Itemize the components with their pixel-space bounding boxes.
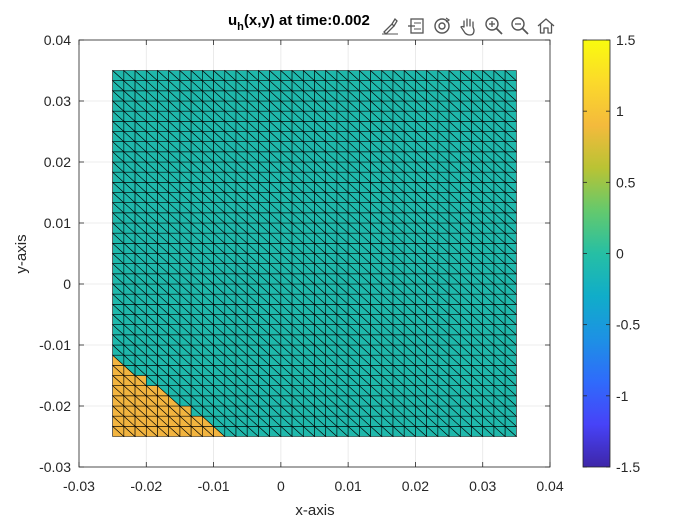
x-tick-label: 0.01 [335,478,362,494]
x-tick-label: 0 [277,478,285,494]
axes-toolbar [378,13,558,39]
colorbar-tick-label: 0 [616,246,624,262]
title-subscript: h [237,21,244,33]
zoom-out-icon [511,17,529,35]
mesh-triangle [504,70,517,82]
home-icon [537,18,555,34]
plot-axes-box [78,39,551,468]
colorbar-tick-label: -0.5 [616,317,640,333]
y-axis-label: y-axis [13,234,30,273]
colorbar-tick-label: -1.5 [616,459,640,475]
y-tick-label: 0.03 [44,93,71,109]
mesh-plot[interactable] [111,69,518,438]
plot-title: uh(x,y) at time:0.002 [228,12,370,33]
y-tick-label: 0.01 [44,215,71,231]
y-tick-label: -0.03 [39,459,71,475]
x-tick-label: -0.02 [130,478,162,494]
y-tick-label: 0.02 [44,154,71,170]
title-main: u [228,12,237,29]
x-tick-label: 0.02 [402,478,429,494]
rotate-3d-icon [434,17,451,34]
pan-hand-icon [460,18,475,36]
data-tips-icon [408,18,424,34]
x-tick-label: -0.01 [198,478,230,494]
x-tick-label: -0.03 [63,478,95,494]
zoom-in-icon [485,17,503,35]
zoom-in-button[interactable] [482,14,506,38]
colorbar[interactable] [582,39,611,468]
zoom-out-button[interactable] [508,14,532,38]
colorbar-tick-label: 0.5 [616,174,636,190]
x-tick-label: 0.03 [469,478,496,494]
colorbar-ticks: -1.5 -1 -0.5 0 0.5 1 1.5 [583,32,640,475]
y-tick-label: 0 [63,276,71,292]
y-tick-label: -0.02 [39,398,71,414]
x-tick-label: 0.04 [536,478,563,494]
title-rest: (x,y) at time:0.002 [244,12,370,29]
brush-icon [382,17,398,35]
x-axis-label: x-axis [295,502,334,519]
colorbar-tick-label: 1 [616,103,624,119]
rotate-3d-button[interactable] [430,14,454,38]
brush-button[interactable] [378,14,402,38]
colorbar-tick-label: -1 [616,388,629,404]
colorbar-tick-label: 1.5 [616,32,636,48]
home-button[interactable] [534,14,558,38]
y-tick-label: -0.01 [39,337,71,353]
axis-ticks: -0.03 -0.02 -0.01 0 0.01 0.02 0.03 0.04 -0.03 -0.… [39,32,564,494]
y-tick-label: 0.04 [44,32,71,48]
pan-button[interactable] [456,14,480,38]
data-tips-button[interactable] [404,14,428,38]
